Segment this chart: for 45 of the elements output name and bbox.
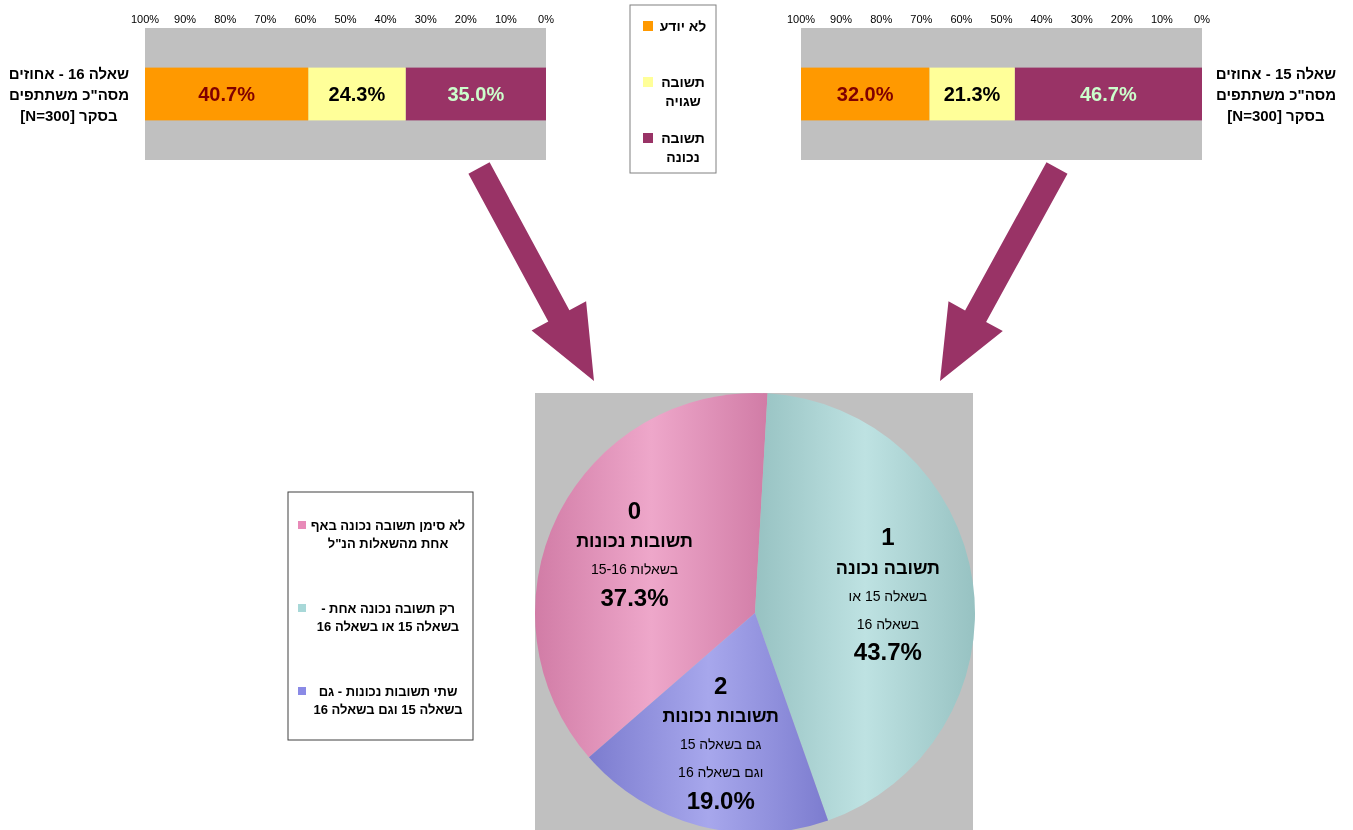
x-tick-label: 10%	[494, 13, 518, 25]
x-tick-label: 30%	[414, 13, 437, 25]
data-label: 32.0%	[836, 83, 894, 105]
legend-label: לא יודע	[659, 18, 707, 34]
x-tick-label: 70%	[910, 13, 933, 25]
legend-label: תשובה שגויה	[661, 74, 705, 109]
x-tick-label: 60%	[950, 13, 973, 25]
legend-label: תשובה נכונה	[661, 130, 705, 165]
x-tick-label: 80%	[870, 13, 893, 25]
data-label: 21.3%	[943, 83, 1001, 105]
x-tick-label: 20%	[1110, 13, 1134, 25]
x-tick-label: 100%	[786, 13, 816, 25]
pie-slice	[588, 613, 829, 830]
x-tick-label: 40%	[374, 13, 397, 25]
x-tick-label: 80%	[214, 13, 237, 25]
y-tick-label: שאלה 16 - אחוזים מסה"כ משתתפים בסקר [N=300]	[8, 64, 130, 124]
x-tick-label: 20%	[454, 13, 478, 25]
x-tick-label: 90%	[830, 13, 853, 25]
bar	[405, 67, 546, 121]
bar	[1014, 67, 1202, 121]
legend-label: רק תשובה נכונה אחת - בשאלה 15 או בשאלה 16	[316, 600, 460, 634]
legend-label: שתי תשובות נכונות - גם בשאלה 15 וגם בשאלה 16	[313, 683, 463, 717]
data-label: 43.7%	[853, 638, 922, 666]
x-tick-label: 100%	[130, 13, 160, 25]
y-tick-label: שאלה 15 - אחוזים מסה"כ משתתפים בסקר [N=300]	[1215, 64, 1337, 124]
x-tick-label: 60%	[294, 13, 317, 25]
x-tick-label: 0%	[1194, 13, 1211, 25]
x-tick-label: 30%	[1070, 13, 1093, 25]
bar	[308, 67, 406, 121]
data-label: 24.3%	[328, 83, 386, 105]
data-label: 46.7%	[1080, 83, 1137, 105]
bar	[801, 67, 930, 121]
x-tick-label: 90%	[174, 13, 197, 25]
x-tick-label: 0%	[538, 13, 555, 25]
data-label: 19.0%	[686, 786, 755, 814]
bar	[145, 67, 309, 121]
x-tick-label: 70%	[254, 13, 277, 25]
data-label: 37.3%	[600, 583, 669, 611]
data-label: 35.0%	[447, 83, 505, 105]
x-tick-label: 40%	[1030, 13, 1053, 25]
data-label: 40.7%	[198, 83, 256, 105]
legend-label: לא סימן תשובה נכונה באף אחת מהשאלות הנ"ל	[310, 517, 466, 551]
x-tick-label: 10%	[1150, 13, 1174, 25]
x-tick-label: 50%	[990, 13, 1013, 25]
x-tick-label: 50%	[334, 13, 357, 25]
